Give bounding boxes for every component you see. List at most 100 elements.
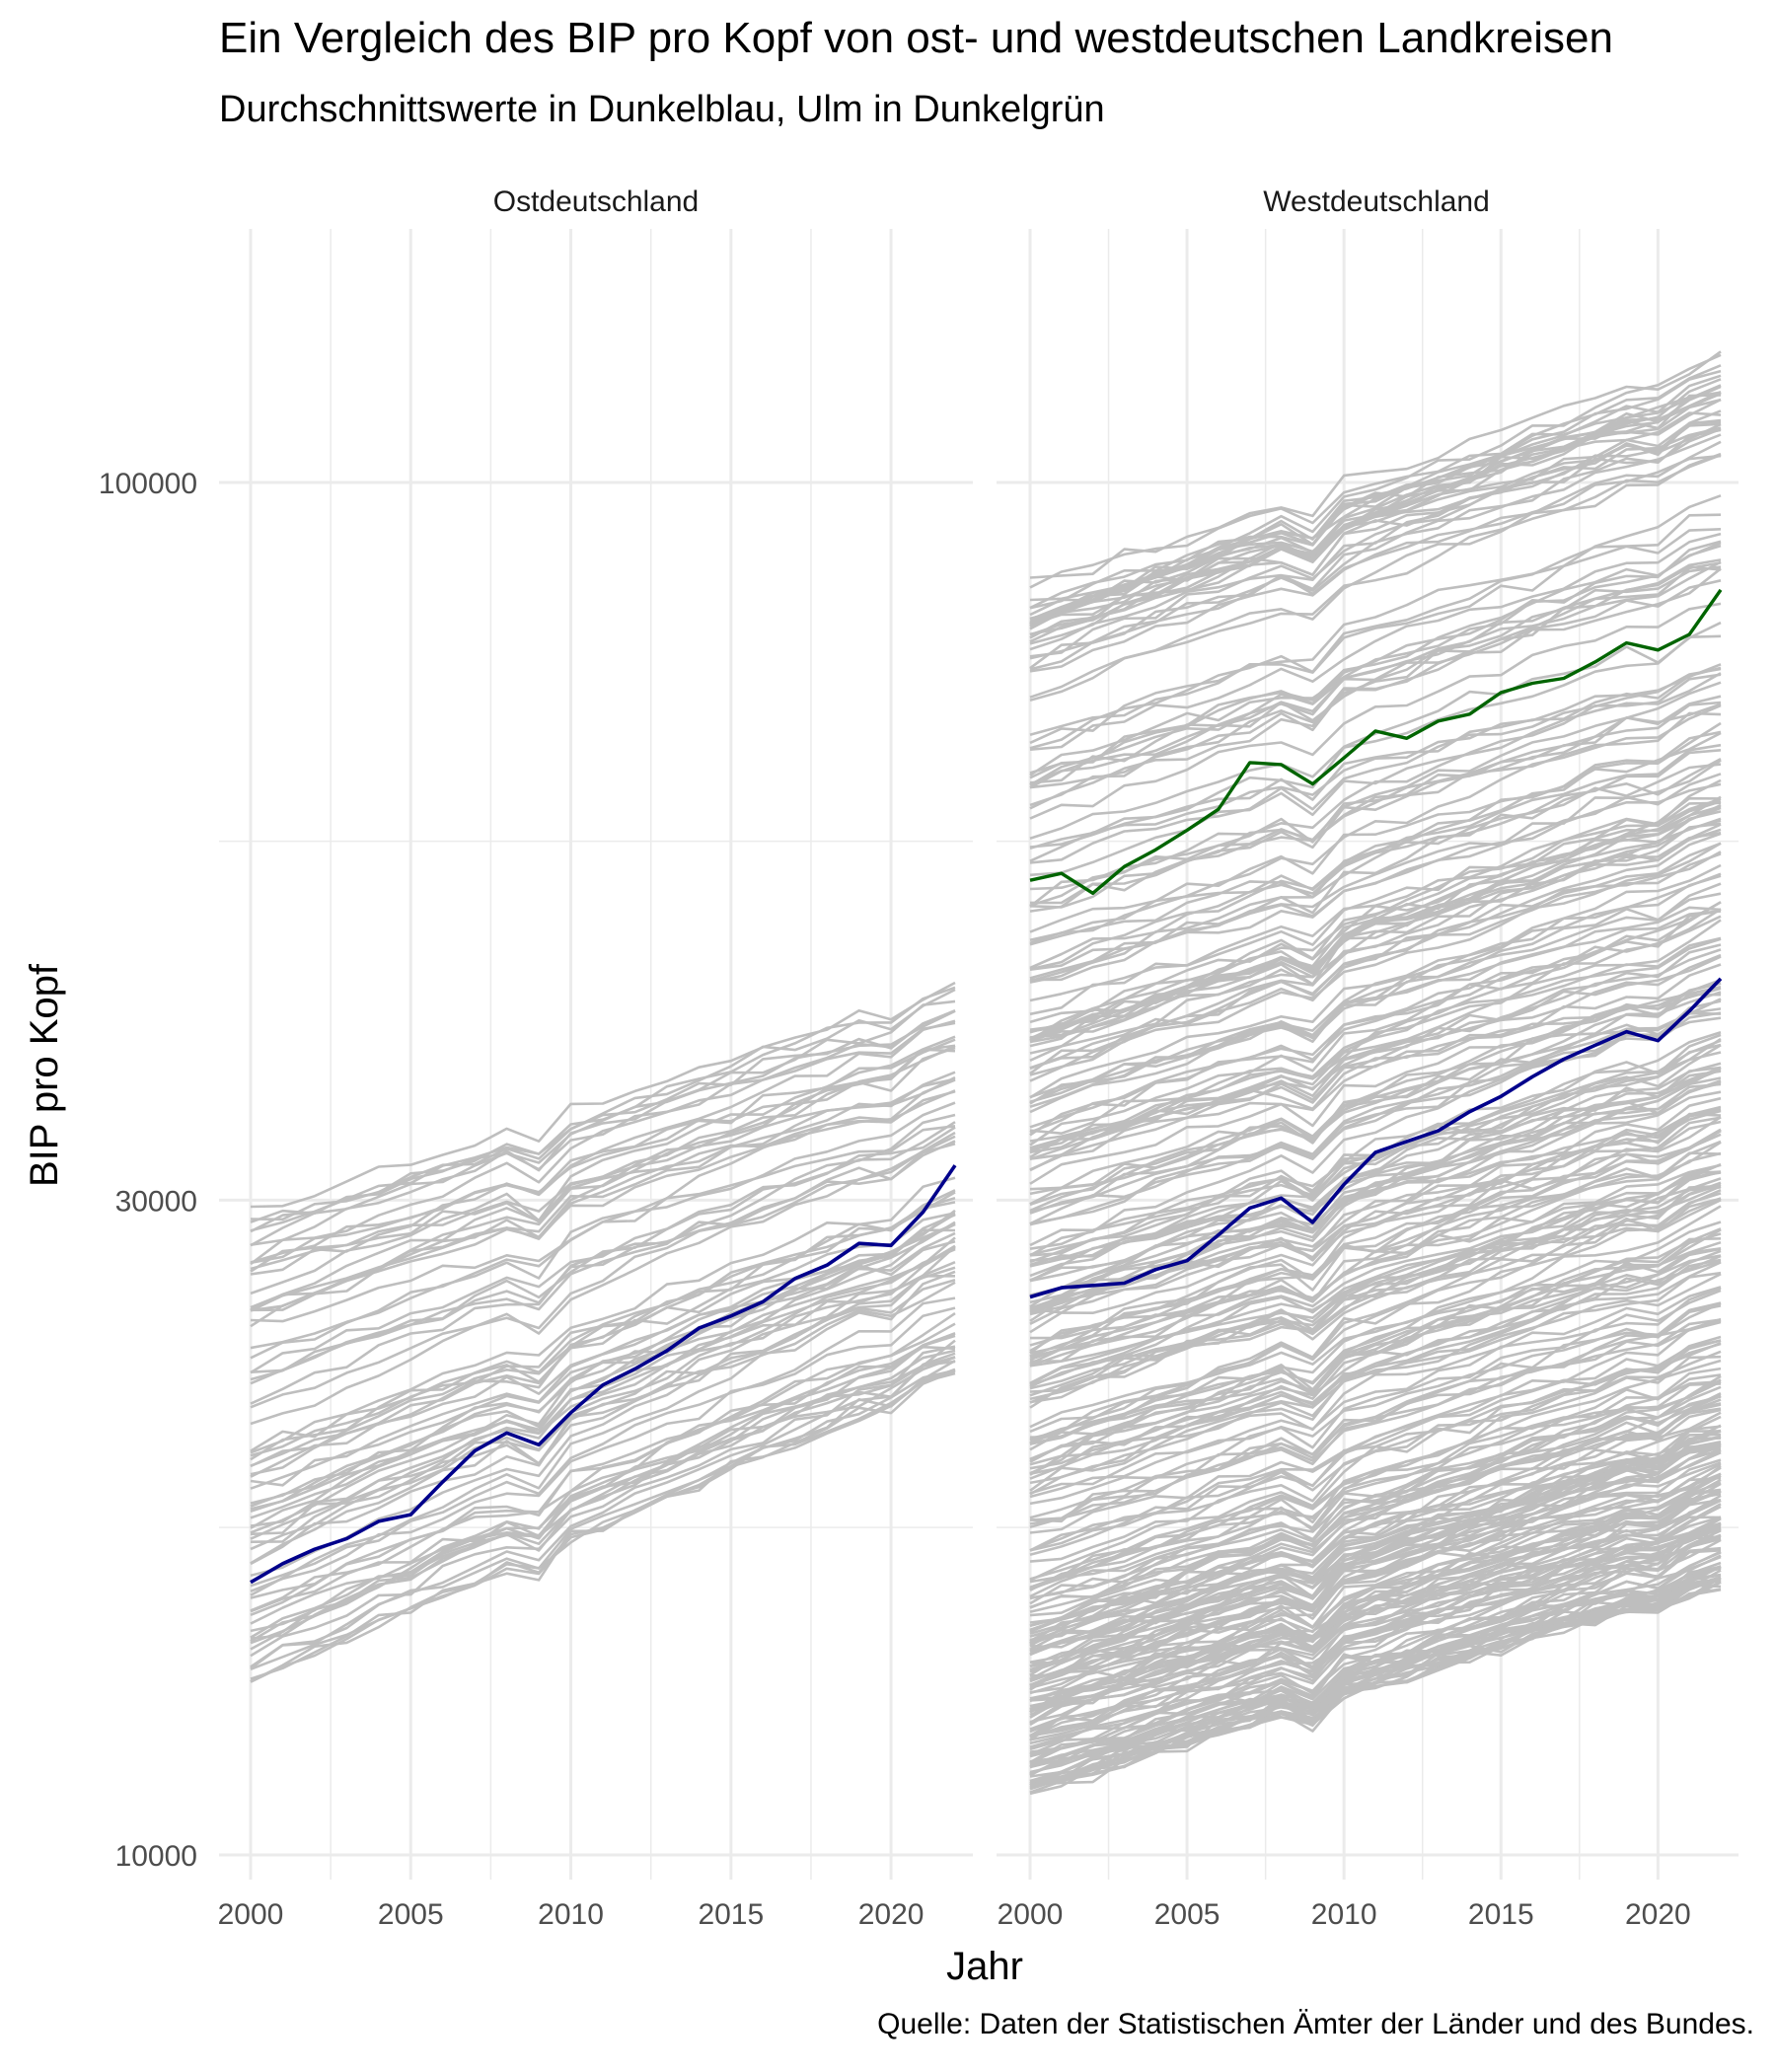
series-line-district (250, 1306, 956, 1593)
series-line-district (1029, 1197, 1722, 1429)
series-line-district (1029, 906, 1722, 1105)
series-line-district (250, 1008, 956, 1266)
series-line-district (1029, 872, 1722, 1109)
series-line-district (1029, 763, 1722, 946)
background-series-ost (250, 981, 956, 1683)
series-line-district (1029, 544, 1722, 777)
series-line-district (1029, 565, 1722, 789)
series-line-district (1029, 667, 1722, 864)
series-line-district (1029, 681, 1722, 909)
panel-label-westdeutschland: Westdeutschland (1263, 185, 1490, 218)
background-series-west (1029, 350, 1722, 1796)
series-line-district (1029, 561, 1722, 807)
series-line-district (1029, 711, 1722, 891)
series-line-district (1029, 391, 1722, 589)
series-line-district (250, 1355, 956, 1670)
series-line-district (1029, 1247, 1722, 1439)
series-line-district (1029, 364, 1722, 625)
series-line-district (250, 1222, 956, 1543)
series-line-district (1029, 398, 1722, 610)
series-line-average (1029, 977, 1723, 1299)
series-line-district (1029, 666, 1722, 849)
series-line-district (1029, 955, 1722, 1143)
series-line-district (250, 1140, 956, 1381)
series-line-district (1029, 1141, 1722, 1368)
series-line-district (1029, 433, 1722, 670)
series-line-district (250, 1201, 956, 1461)
x-tick-label: 2015 (1468, 1898, 1534, 1931)
series-line-district (250, 1369, 956, 1680)
series-line-district (1029, 1435, 1722, 1657)
series-line-district (1029, 1033, 1722, 1256)
series-line-district (1029, 1581, 1722, 1789)
series-line-district (1029, 842, 1722, 1075)
series-line-average (250, 1164, 957, 1585)
series-line-district (1029, 701, 1722, 905)
series-line-district (1029, 1517, 1722, 1738)
series-line-district (250, 1075, 956, 1271)
series-line-district (250, 1213, 956, 1452)
series-line-district (1029, 1177, 1722, 1397)
series-line-district (250, 999, 956, 1246)
series-line-ulm (1029, 588, 1723, 895)
series-line-district (1029, 919, 1722, 1153)
series-line-district (1029, 852, 1722, 1070)
series-line-district (1029, 1205, 1722, 1475)
series-line-district (250, 1113, 956, 1405)
y-tick-labels: 10000 30000 100000 (99, 468, 197, 1873)
series-line-district (1029, 1151, 1722, 1366)
series-line-district (1029, 1116, 1722, 1322)
series-line-district (1029, 440, 1722, 673)
series-line-district (250, 1246, 956, 1551)
series-line-district (1029, 1565, 1722, 1753)
panel-westdeutschland: Westdeutschland 2000 2005 2010 2015 2020 (997, 185, 1739, 1931)
series-line-district (1029, 721, 1722, 971)
series-line-district (250, 1009, 956, 1221)
series-line-district (1029, 1339, 1722, 1534)
series-line-district (1029, 532, 1722, 751)
series-line-district (1029, 673, 1722, 908)
chart-subtitle: Durchschnittswerte in Dunkelblau, Ulm in… (219, 89, 1105, 130)
series-line-district (1029, 982, 1722, 1213)
series-line-district (1029, 1170, 1722, 1386)
series-line-district (1029, 374, 1722, 628)
series-line-district (1029, 565, 1722, 784)
series-line-district (1029, 1350, 1722, 1552)
x-tick-label: 2005 (1154, 1898, 1221, 1931)
series-line-district (1029, 1261, 1722, 1485)
series-line-district (1029, 999, 1722, 1257)
series-line-district (1029, 1433, 1722, 1651)
series-line-district (250, 1035, 956, 1295)
series-line-district (1029, 1140, 1722, 1388)
series-line-district (1029, 602, 1722, 820)
series-line-district (250, 1176, 956, 1454)
series-line-district (1029, 1537, 1722, 1776)
series-line-district (1029, 757, 1722, 942)
series-line-district (250, 1078, 956, 1360)
series-line-district (1029, 797, 1722, 1002)
series-line-district (1029, 1112, 1722, 1334)
x-tick-label: 2010 (538, 1898, 604, 1931)
series-line-district (1029, 1447, 1722, 1645)
series-line-district (1029, 998, 1722, 1225)
x-tick-label: 2000 (998, 1898, 1064, 1931)
series-line-district (1029, 1301, 1722, 1525)
series-line-district (1029, 1249, 1722, 1445)
series-line-district (1029, 452, 1722, 702)
series-line-district (1029, 730, 1722, 983)
series-line-district (1029, 1301, 1722, 1521)
series-line-district (1029, 1254, 1722, 1476)
series-line-district (1029, 1407, 1722, 1642)
y-tick-label: 100000 (99, 468, 197, 500)
series-line-district (1029, 1259, 1722, 1461)
series-line-district (1029, 1355, 1722, 1589)
series-line-district (250, 1368, 956, 1683)
series-line-district (1029, 1523, 1722, 1734)
chart-caption: Quelle: Daten der Statistischen Ämter de… (877, 2008, 1754, 2040)
series-line-district (1029, 953, 1722, 1171)
series-line-district (1029, 1516, 1722, 1714)
series-line-district (1029, 936, 1722, 1161)
series-line-district (1029, 1011, 1722, 1214)
series-line-district (1029, 1574, 1722, 1784)
